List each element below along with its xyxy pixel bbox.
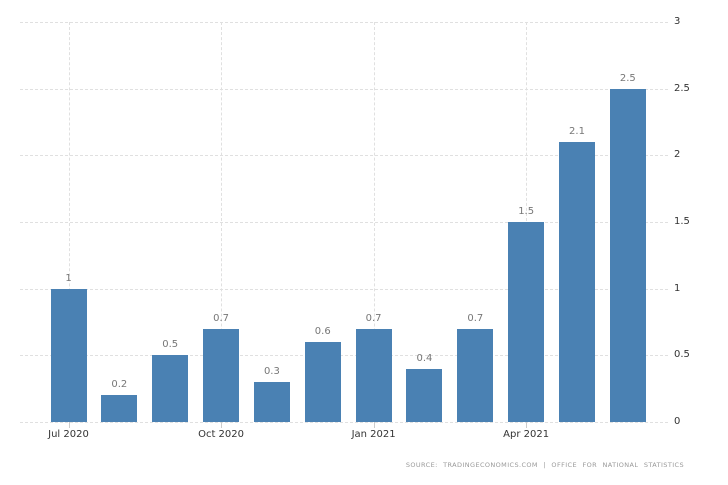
y-axis-tick-label: 3 <box>674 16 681 27</box>
bar[interactable] <box>304 342 341 422</box>
bar-value-label: 0.3 <box>263 366 280 377</box>
y-axis-tick-label: 1.5 <box>674 216 690 227</box>
x-axis-tick-mark <box>221 422 223 428</box>
h-gridline <box>20 22 668 23</box>
bar-value-label: 2.1 <box>569 126 585 137</box>
bar[interactable] <box>457 328 494 422</box>
bar-value-label: 0.2 <box>111 379 128 391</box>
h-gridline <box>20 422 668 423</box>
bar-value-label: 0.5 <box>162 339 179 351</box>
bar[interactable] <box>559 142 595 422</box>
bar-value-label: 0.7 <box>365 312 382 324</box>
v-gridline <box>221 22 223 422</box>
h-gridline <box>20 222 668 223</box>
h-gridline <box>20 155 668 157</box>
v-gridline <box>373 22 375 422</box>
x-axis-tick-mark <box>373 422 375 428</box>
bar[interactable] <box>609 88 646 422</box>
bar[interactable] <box>203 328 240 422</box>
bar[interactable] <box>355 328 392 422</box>
y-axis-tick-label: 0.5 <box>674 349 690 361</box>
bar-value-label: 0.7 <box>213 312 229 324</box>
plot-area: 1 0.2 0.5 0.7 0.3 0.6 0.7 0.4 0.7 1.5 2.1 2.5 <box>20 22 668 423</box>
bar[interactable] <box>253 382 290 422</box>
y-axis-tick-label: 2.5 <box>674 82 690 94</box>
bar[interactable] <box>50 288 87 422</box>
h-gridline <box>20 288 668 290</box>
x-axis-tick-label: Jul 2020 <box>48 429 89 440</box>
x-axis-tick-mark <box>68 422 70 428</box>
y-axis-tick-label: 1 <box>674 282 681 294</box>
v-gridline <box>68 22 70 422</box>
y-axis-tick-label: 0 <box>674 416 681 427</box>
x-axis-tick-label: Oct 2020 <box>198 429 244 440</box>
bar-value-label: 1 <box>65 272 72 284</box>
bar-value-label: 0.6 <box>314 326 331 337</box>
source-attribution: SOURCE: TRADINGECONOMICS.COM | OFFICE FO… <box>405 461 684 469</box>
bar[interactable] <box>152 355 189 422</box>
h-gridline <box>20 355 668 357</box>
bar[interactable] <box>101 395 138 422</box>
x-axis-tick-mark <box>526 422 528 428</box>
bar-value-label: 0.7 <box>467 312 484 324</box>
bar[interactable] <box>406 368 443 422</box>
y-axis-tick-label: 2 <box>674 149 681 161</box>
bar-value-label: 2.5 <box>619 72 636 84</box>
x-axis-tick-label: Apr 2021 <box>503 429 550 440</box>
x-axis-tick-label: Jan 2021 <box>351 429 396 440</box>
bar-value-label: 1.5 <box>518 206 535 217</box>
h-gridline <box>20 88 668 90</box>
bar[interactable] <box>508 222 545 422</box>
bar-value-label: 0.4 <box>416 352 433 364</box>
